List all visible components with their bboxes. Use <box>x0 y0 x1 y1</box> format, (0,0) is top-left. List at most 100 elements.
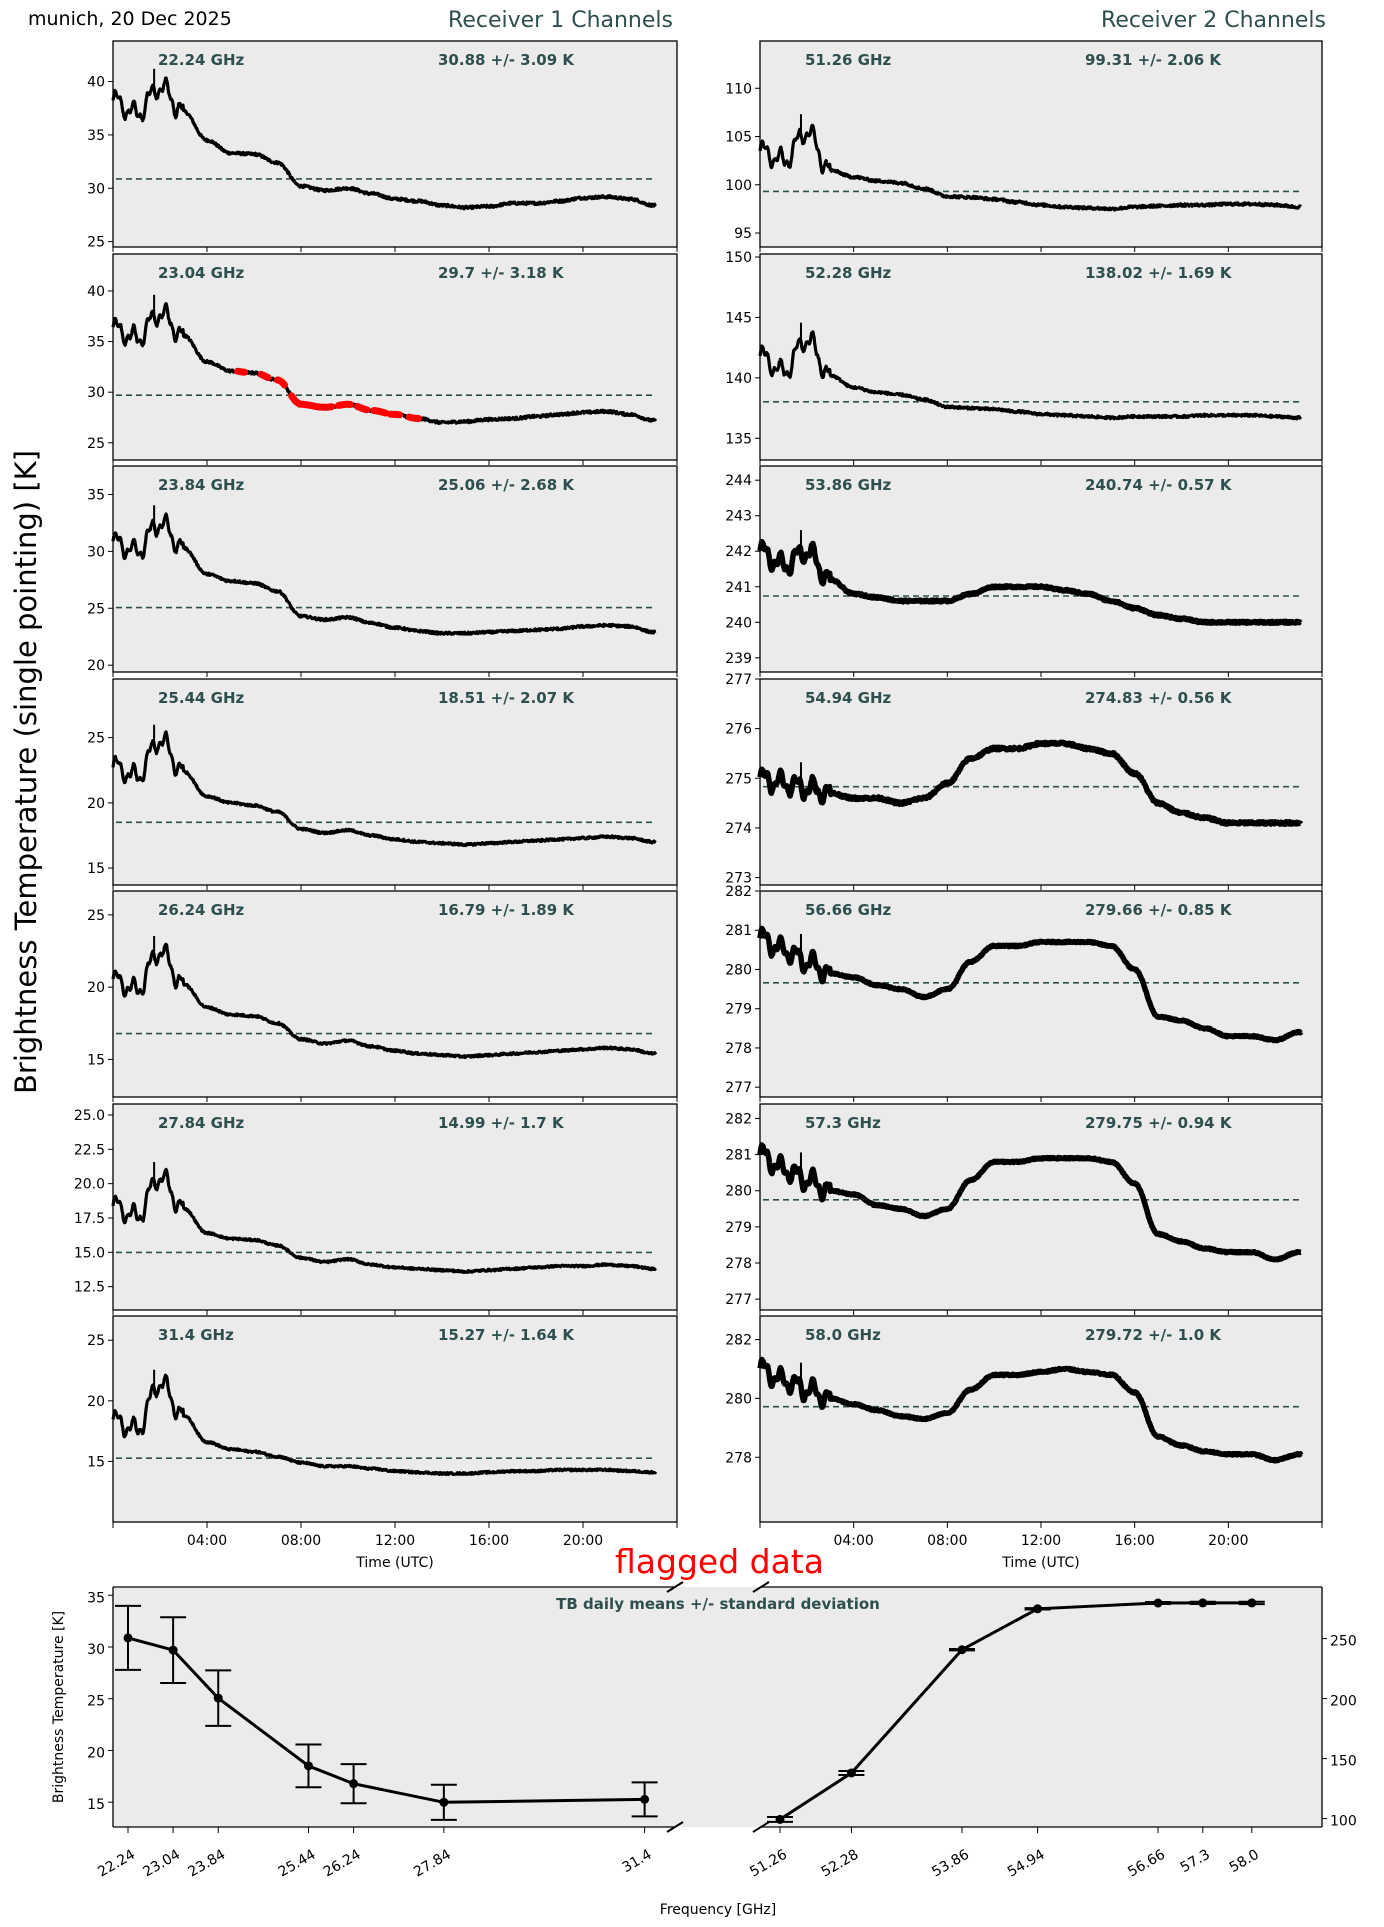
data-point <box>1198 1598 1208 1608</box>
panel-background <box>113 679 677 885</box>
panel-background <box>760 1104 1322 1310</box>
receiver1-title: Receiver 1 Channels <box>448 8 673 33</box>
channel-frequency-label: 22.24 GHz <box>158 51 245 69</box>
x-tick-label: 25.44 <box>276 1847 319 1881</box>
panel-52-28-ghz: 135 140 145 150 52.28 GHz 138.02 +/- 1.69 K <box>725 250 1323 465</box>
flagged-data-segment <box>370 407 390 417</box>
x-tick-label: 56.66 <box>1125 1847 1168 1881</box>
x-tick-label: 04:00 <box>187 1533 227 1549</box>
y-tick-label: 200 <box>1330 1694 1357 1710</box>
panel-23-84-ghz: 20 25 30 35 23.84 GHz 25.06 +/- 2.68 K <box>87 465 678 677</box>
y-tick-label: 30 <box>87 385 105 401</box>
x-tick-label: 12:00 <box>1021 1533 1061 1549</box>
x-tick-label: 23.04 <box>140 1847 183 1881</box>
y-tick-label: 277 <box>725 1080 752 1096</box>
y-tick-label: 100 <box>1330 1814 1357 1830</box>
data-point <box>123 1633 133 1643</box>
channel-frequency-label: 31.4 GHz <box>158 1326 234 1344</box>
data-point <box>775 1814 785 1824</box>
y-tick-label: 273 <box>725 871 752 887</box>
y-tick-label: 15 <box>87 1454 105 1470</box>
y-tick-label: 15.0 <box>74 1245 105 1261</box>
y-tick-label: 25 <box>87 1333 105 1349</box>
flagged-data-label: flagged data <box>615 1542 824 1581</box>
y-tick-label: 15 <box>87 1797 105 1813</box>
panel-26-24-ghz: 15 20 25 26.24 GHz 16.79 +/- 1.89 K <box>87 890 678 1102</box>
summary-chart: TB daily means +/- standard deviation 15 2… <box>87 1581 1357 1881</box>
y-tick-label: 135 <box>725 431 752 447</box>
x-tick-label: 53.86 <box>929 1847 972 1881</box>
data-point <box>1033 1604 1043 1614</box>
y-tick-label: 274 <box>725 821 752 837</box>
channel-frequency-label: 51.26 GHz <box>805 51 892 69</box>
y-tick-label: 22.5 <box>74 1142 105 1158</box>
data-point <box>303 1761 313 1771</box>
time-series-trace <box>111 1373 658 1477</box>
x-tick-label: 23.84 <box>186 1847 229 1881</box>
channel-mean-std-label: 14.99 +/- 1.7 K <box>438 1114 565 1132</box>
time-series-trace <box>757 538 1304 626</box>
channel-frequency-label: 23.84 GHz <box>158 476 245 494</box>
y-tick-label: 20 <box>87 658 105 674</box>
y-tick-label: 15 <box>87 1052 105 1068</box>
y-tick-label: 277 <box>725 1292 752 1308</box>
figure-title-location-date: munich, 20 Dec 2025 <box>28 8 232 30</box>
receiver2-title: Receiver 2 Channels <box>1101 8 1326 33</box>
time-series-trace <box>758 330 1303 421</box>
channel-mean-std-label: 15.27 +/- 1.64 K <box>438 1326 575 1344</box>
time-series-trace <box>757 739 1304 827</box>
channel-mean-std-label: 29.7 +/- 3.18 K <box>438 264 565 282</box>
panel-54-94-ghz: 273 274 275 276 277 54.94 GHz 274.83 +/- 0.56 … <box>725 672 1323 890</box>
data-point <box>349 1779 359 1789</box>
channel-mean-std-label: 279.75 +/- 0.94 K <box>1085 1114 1233 1132</box>
channel-frequency-label: 27.84 GHz <box>158 1114 245 1132</box>
panel-57-3-ghz: 277 278 279 280 281 282 57.3 GHz 279.75 +/- 0.9… <box>725 1103 1323 1315</box>
y-tick-label: 275 <box>725 771 752 787</box>
panel-23-04-ghz: 25 30 35 40 23.04 GHz 29.7 +/- 3.18 K <box>87 253 678 465</box>
y-tick-label: 279 <box>725 1002 752 1018</box>
x-tick-label: 20:00 <box>563 1533 603 1549</box>
x-tick-label: 52.28 <box>819 1847 862 1881</box>
y-tick-label: 150 <box>1330 1754 1357 1770</box>
y-tick-label: 12.5 <box>74 1280 105 1296</box>
panel-background <box>113 254 677 460</box>
summary-y-axis-label: Brightness Temperature [K] <box>51 1611 67 1803</box>
x-tick-label: 22.24 <box>95 1847 138 1881</box>
y-tick-label: 20 <box>87 1394 105 1410</box>
panel-22-24-ghz: 25 30 35 40 22.24 GHz 30.88 +/- 3.09 K <box>87 40 678 252</box>
y-tick-label: 20 <box>87 1745 105 1761</box>
y-tick-label: 100 <box>725 178 752 194</box>
channel-frequency-label: 25.44 GHz <box>158 689 245 707</box>
y-tick-label: 35 <box>87 335 105 351</box>
time-series-trace <box>111 76 657 211</box>
y-tick-label: 25 <box>87 731 105 747</box>
time-series-trace <box>111 1167 658 1275</box>
time-series-trace <box>111 942 658 1060</box>
y-tick-label: 240 <box>725 615 752 631</box>
panel-background <box>760 41 1322 247</box>
panel-background <box>113 1316 677 1522</box>
y-tick-label: 110 <box>725 81 752 97</box>
axis-break-mark <box>752 1821 770 1833</box>
y-tick-label: 282 <box>725 1333 752 1349</box>
x-tick-label: 08:00 <box>281 1533 321 1549</box>
y-tick-label: 281 <box>725 1148 752 1164</box>
channel-mean-std-label: 240.74 +/- 0.57 K <box>1085 476 1233 494</box>
x-tick-label: 12:00 <box>375 1533 415 1549</box>
y-tick-label: 40 <box>87 284 105 300</box>
time-series-trace <box>111 730 657 848</box>
y-tick-label: 30 <box>87 181 105 197</box>
panel-background <box>113 466 677 672</box>
panel-background <box>760 466 1322 672</box>
y-tick-label: 241 <box>725 580 752 596</box>
panel-58-0-ghz: 278 280 282 58.0 GHz 279.72 +/- 1.0 K <box>725 1315 1323 1528</box>
y-tick-label: 25.0 <box>74 1108 105 1124</box>
y-tick-label: 243 <box>725 509 752 525</box>
channel-mean-std-label: 30.88 +/- 3.09 K <box>438 51 575 69</box>
data-point <box>168 1645 178 1655</box>
x-tick-label: 57.3 <box>1178 1847 1213 1876</box>
channel-mean-std-label: 25.06 +/- 2.68 K <box>438 476 575 494</box>
data-point <box>846 1768 856 1778</box>
channel-mean-std-label: 274.83 +/- 0.56 K <box>1085 689 1233 707</box>
